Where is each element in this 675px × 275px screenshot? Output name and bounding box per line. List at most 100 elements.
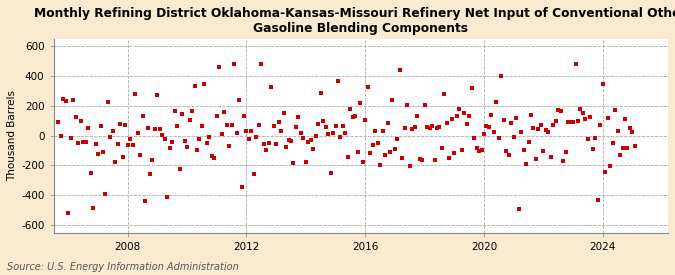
Point xyxy=(113,142,124,146)
Point xyxy=(184,118,195,122)
Point xyxy=(189,84,200,89)
Point xyxy=(572,119,583,123)
Point xyxy=(204,134,215,139)
Point xyxy=(296,130,306,135)
Point xyxy=(506,120,516,125)
Point xyxy=(120,123,131,127)
Point xyxy=(511,116,522,120)
Point xyxy=(174,167,185,172)
Point xyxy=(137,113,148,118)
Point xyxy=(83,125,94,130)
Point xyxy=(501,148,512,153)
Point xyxy=(335,134,346,139)
Point xyxy=(76,119,86,124)
Point xyxy=(157,133,168,137)
Point xyxy=(281,145,292,150)
Point xyxy=(370,128,381,133)
Point xyxy=(392,137,403,142)
Point xyxy=(142,126,153,131)
Point xyxy=(199,82,210,87)
Point xyxy=(187,109,198,113)
Point xyxy=(583,137,593,142)
Point xyxy=(232,131,242,136)
Point xyxy=(238,113,249,118)
Point xyxy=(117,155,128,159)
Point xyxy=(419,103,430,108)
Point xyxy=(610,108,620,112)
Point xyxy=(456,148,467,152)
Point xyxy=(95,124,106,128)
Point xyxy=(310,134,321,138)
Point xyxy=(107,129,118,134)
Point xyxy=(263,141,274,145)
Point xyxy=(520,162,531,167)
Point xyxy=(355,101,366,106)
Point xyxy=(434,124,445,129)
Point xyxy=(88,206,99,210)
Point xyxy=(553,108,564,112)
Point xyxy=(397,156,408,161)
Point xyxy=(278,110,289,115)
Point xyxy=(115,122,126,126)
Point xyxy=(105,135,116,140)
Point xyxy=(68,98,79,102)
Point xyxy=(298,135,308,140)
Point xyxy=(288,161,299,166)
Point xyxy=(350,114,360,119)
Point xyxy=(528,126,539,130)
Point xyxy=(518,148,529,153)
Point xyxy=(617,145,628,150)
Point xyxy=(140,199,151,204)
Point xyxy=(471,146,482,151)
Point xyxy=(290,124,301,129)
Point xyxy=(194,137,205,141)
Point xyxy=(330,124,341,129)
Point xyxy=(377,129,388,133)
Point xyxy=(431,126,442,130)
Point xyxy=(132,131,143,135)
Point xyxy=(78,140,88,145)
Point xyxy=(229,62,240,66)
Point xyxy=(362,85,373,89)
Point xyxy=(429,158,440,163)
Point xyxy=(159,137,170,141)
Point xyxy=(80,140,91,145)
Point xyxy=(293,115,304,119)
Point xyxy=(130,92,140,96)
Point xyxy=(489,130,500,135)
Point xyxy=(241,129,252,133)
Point xyxy=(303,139,314,144)
Point xyxy=(597,82,608,87)
Point xyxy=(627,130,638,134)
Point xyxy=(135,153,146,157)
Point xyxy=(340,131,351,136)
Point xyxy=(202,141,213,145)
Point xyxy=(234,98,244,102)
Point xyxy=(180,139,190,143)
Point xyxy=(468,136,479,140)
Point xyxy=(325,170,336,175)
Point xyxy=(122,143,133,147)
Point xyxy=(192,148,202,152)
Point xyxy=(543,129,554,134)
Point xyxy=(461,122,472,126)
Point xyxy=(98,150,109,154)
Point xyxy=(90,142,101,147)
Point xyxy=(548,123,559,128)
Point xyxy=(387,98,398,103)
Point xyxy=(162,195,173,199)
Point xyxy=(550,119,561,123)
Point xyxy=(214,65,225,69)
Point xyxy=(466,86,477,90)
Point xyxy=(416,158,427,163)
Point xyxy=(504,153,514,157)
Point xyxy=(424,125,435,130)
Point xyxy=(476,148,487,152)
Point xyxy=(483,125,494,129)
Point xyxy=(496,74,507,78)
Point xyxy=(61,99,72,103)
Point xyxy=(211,114,222,118)
Point xyxy=(444,155,455,160)
Point xyxy=(55,133,66,138)
Point xyxy=(464,113,475,118)
